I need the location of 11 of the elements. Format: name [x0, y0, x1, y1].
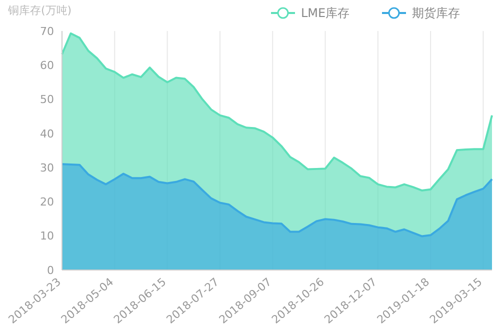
legend-label: 期货库存: [412, 6, 460, 20]
y-tick-label: 70: [40, 24, 54, 38]
y-tick-label: 40: [40, 127, 54, 140]
y-tick-label: 50: [40, 93, 54, 106]
y-tick-label: 30: [40, 161, 54, 174]
y-tick-label: 20: [40, 196, 54, 209]
y-axis-title: 铜库存(万吨): [7, 4, 72, 17]
y-tick-label: 10: [40, 230, 54, 243]
y-tick-label: 0: [47, 264, 54, 277]
y-tick-label: 60: [40, 58, 54, 72]
legend-label: LME库存: [301, 6, 350, 20]
